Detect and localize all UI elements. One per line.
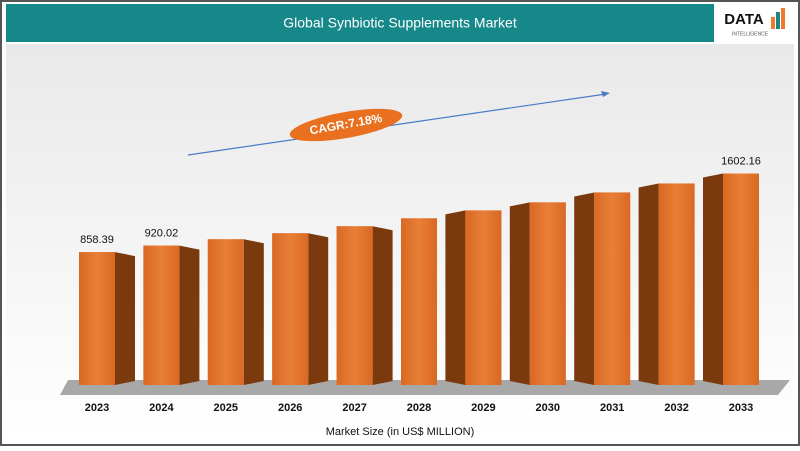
bar-side bbox=[638, 183, 659, 385]
x-tick-label: 2032 bbox=[664, 402, 688, 414]
bar-side bbox=[445, 210, 466, 385]
bar-shine bbox=[207, 239, 244, 385]
bar-side bbox=[179, 245, 200, 385]
header bbox=[6, 4, 714, 42]
bar-shine bbox=[143, 245, 180, 385]
bar-side bbox=[243, 239, 264, 385]
bar-side bbox=[703, 173, 723, 385]
x-tick-label: 2030 bbox=[536, 402, 560, 414]
trend-arrow bbox=[187, 93, 607, 156]
logo-tagline: INTELLIGENCE bbox=[732, 31, 769, 37]
bar-side bbox=[509, 202, 530, 385]
bar-side bbox=[308, 233, 329, 385]
x-tick-label: 2031 bbox=[600, 402, 624, 414]
x-tick-label: 2023 bbox=[85, 402, 109, 414]
bar-shine bbox=[529, 202, 566, 385]
bar-shine bbox=[336, 226, 373, 385]
logo-icon bbox=[771, 17, 775, 29]
bar-shine bbox=[79, 252, 115, 385]
data-label: 858.39 bbox=[80, 234, 114, 246]
logo-icon bbox=[776, 12, 780, 29]
x-tick-label: 2033 bbox=[729, 402, 753, 414]
x-tick-label: 2029 bbox=[471, 402, 495, 414]
data-label: 1602.16 bbox=[721, 155, 761, 167]
bar-shine bbox=[401, 218, 437, 385]
bar-side bbox=[115, 252, 135, 385]
bar-shine bbox=[465, 210, 502, 385]
bar-shine bbox=[723, 173, 759, 385]
bar-shine bbox=[272, 233, 309, 385]
cagr-badge bbox=[289, 108, 403, 142]
x-axis-title: Market Size (in US$ MILLION) bbox=[326, 426, 475, 438]
x-tick-label: 2025 bbox=[214, 402, 238, 414]
bar-side bbox=[574, 192, 595, 385]
logo-icon bbox=[781, 8, 785, 29]
x-tick-label: 2027 bbox=[342, 402, 366, 414]
logo: DATA bbox=[724, 11, 764, 28]
bar-shine bbox=[594, 192, 631, 385]
data-label: 920.02 bbox=[145, 227, 179, 239]
bar-side bbox=[372, 226, 393, 385]
chart-title: Global Synbiotic Supplements Market bbox=[283, 15, 517, 31]
bar-shine bbox=[658, 183, 695, 385]
arrow-head bbox=[601, 91, 610, 97]
x-tick-label: 2024 bbox=[149, 402, 174, 414]
x-tick-label: 2028 bbox=[407, 402, 431, 414]
x-tick-label: 2026 bbox=[278, 402, 302, 414]
